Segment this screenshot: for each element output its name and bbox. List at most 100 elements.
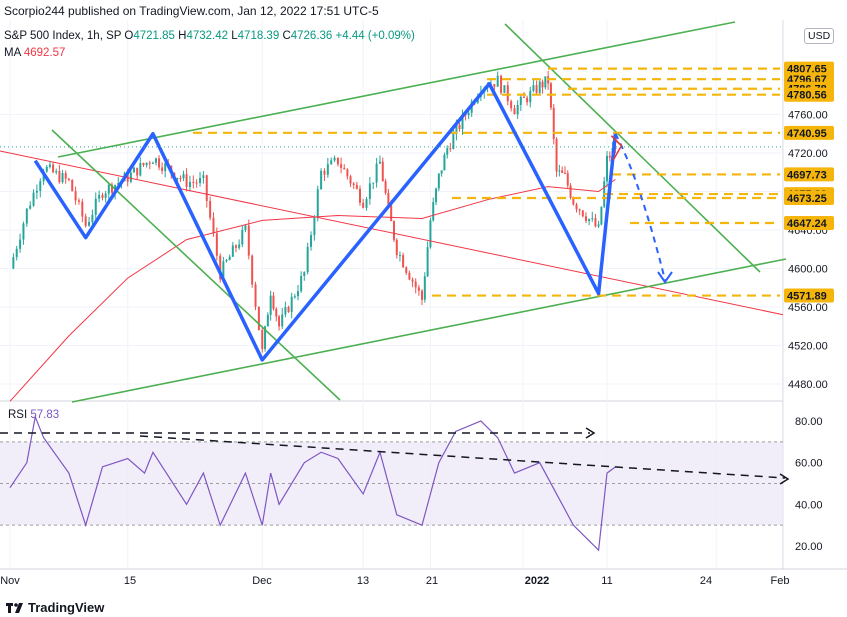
candle-body — [503, 85, 506, 93]
candle-body — [359, 188, 362, 203]
candle-body — [578, 209, 581, 211]
publisher-header: Scorpio244 published on TradingView.com,… — [4, 4, 379, 18]
price-level-label: 4571.89 — [787, 291, 827, 303]
candle-body — [269, 295, 272, 315]
candle-body — [411, 279, 414, 282]
price-level-badge — [784, 167, 834, 182]
candle-body — [368, 183, 371, 199]
overlays — [0, 21, 790, 552]
rsi-tick-label: 20.00 — [795, 541, 823, 553]
rsi-legend[interactable]: RSI 57.83 — [8, 409, 59, 421]
candle-body — [313, 217, 316, 236]
ma-legend[interactable]: MA 4692.57 — [4, 47, 65, 59]
candle-body — [296, 291, 299, 297]
candle-body — [185, 174, 188, 187]
candle-body — [544, 76, 547, 88]
candle-body — [275, 308, 278, 317]
candle-body — [241, 229, 244, 245]
symbol-legend[interactable]: S&P 500 Index, 1h, SP O4721.85 H4732.42 … — [4, 30, 415, 42]
candle-body — [12, 257, 15, 269]
candle-body — [179, 177, 182, 179]
candle-body — [365, 198, 368, 208]
ma-line — [9, 178, 616, 402]
candle-body — [340, 164, 343, 168]
candle-body — [493, 84, 496, 87]
candle-body — [522, 96, 525, 98]
candle-body — [155, 158, 158, 163]
candle-body — [145, 162, 148, 166]
candle-body — [158, 158, 161, 168]
price-level-badge — [784, 216, 834, 231]
time-axis[interactable]: Nov 15 Dec 13 21 2022 11 24 Feb — [0, 575, 789, 587]
rsi-dashed-arrow-2 — [779, 473, 790, 485]
candle-body — [591, 218, 594, 220]
candle-body — [417, 287, 420, 291]
candle-body — [55, 170, 58, 173]
high-value: 4732.42 — [186, 30, 229, 42]
candle-body — [195, 182, 198, 184]
candle-body — [594, 218, 597, 227]
candle-body — [510, 101, 513, 109]
candle-body — [94, 198, 97, 215]
candle-body — [222, 261, 225, 280]
candle-body — [606, 155, 608, 182]
candle-body — [435, 188, 438, 203]
candle-body — [251, 255, 254, 285]
candle-body — [29, 205, 32, 209]
change-value: +4.44 (+0.09%) — [335, 30, 415, 42]
candle-body — [129, 172, 132, 182]
price-axis[interactable]: 4480.004520.004560.004600.004640.004680.… — [784, 61, 834, 553]
candle-body — [254, 284, 257, 307]
candle-body — [349, 176, 352, 184]
low-label: L — [231, 30, 238, 42]
rsi-tick-label: 40.00 — [795, 499, 823, 511]
currency-button[interactable]: USD — [804, 28, 835, 44]
price-level-label: 4647.24 — [787, 218, 828, 230]
candle-body — [455, 124, 458, 135]
channel-lower-line — [71, 258, 787, 403]
candle-body — [541, 81, 544, 88]
candle-body — [558, 170, 561, 172]
candle-body — [290, 296, 293, 312]
candle-body — [161, 167, 164, 171]
price-level-label: 4780.56 — [787, 90, 827, 102]
candle-body — [408, 272, 411, 280]
candle-body — [461, 114, 464, 130]
price-level-badge — [784, 190, 834, 205]
candle-body — [164, 163, 167, 171]
candle-body — [326, 164, 329, 175]
candle-body — [39, 181, 42, 191]
candle-body — [496, 75, 499, 87]
price-tick-label: 4480.00 — [788, 379, 828, 391]
candle-body — [61, 173, 64, 183]
tradingview-logo[interactable]: TradingView — [6, 600, 104, 615]
candle-body — [225, 260, 228, 262]
price-level-label: 4673.25 — [787, 193, 827, 205]
candle-body — [199, 178, 202, 184]
candle-body — [52, 164, 55, 173]
candle-body — [104, 193, 107, 198]
candle-body — [81, 201, 84, 217]
candle-body — [500, 75, 503, 93]
rsi-value: 57.83 — [30, 409, 60, 421]
time-tick-label: 11 — [601, 575, 612, 587]
price-level-badge — [784, 61, 834, 76]
candle-body — [15, 248, 18, 258]
candle-body — [306, 246, 309, 273]
candle-body — [572, 197, 575, 205]
candle-body — [575, 204, 578, 210]
price-tick-label: 4560.00 — [788, 302, 828, 314]
candle-body — [426, 247, 429, 277]
candle-body — [378, 161, 381, 164]
high-label: H — [178, 30, 187, 42]
candle-body — [381, 161, 384, 182]
candle-body — [597, 224, 600, 227]
candle-body — [84, 216, 87, 226]
rsi-tick-label: 60.00 — [795, 458, 823, 470]
close-value: 4726.36 — [290, 30, 333, 42]
candle-body — [414, 281, 417, 288]
projection-arrow — [657, 271, 673, 284]
candle-body — [261, 330, 264, 349]
zigzag-pattern — [33, 81, 618, 362]
